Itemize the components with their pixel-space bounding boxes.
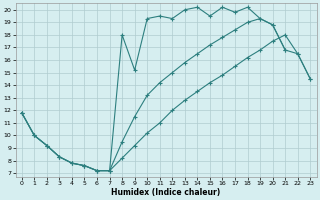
X-axis label: Humidex (Indice chaleur): Humidex (Indice chaleur) xyxy=(111,188,221,197)
